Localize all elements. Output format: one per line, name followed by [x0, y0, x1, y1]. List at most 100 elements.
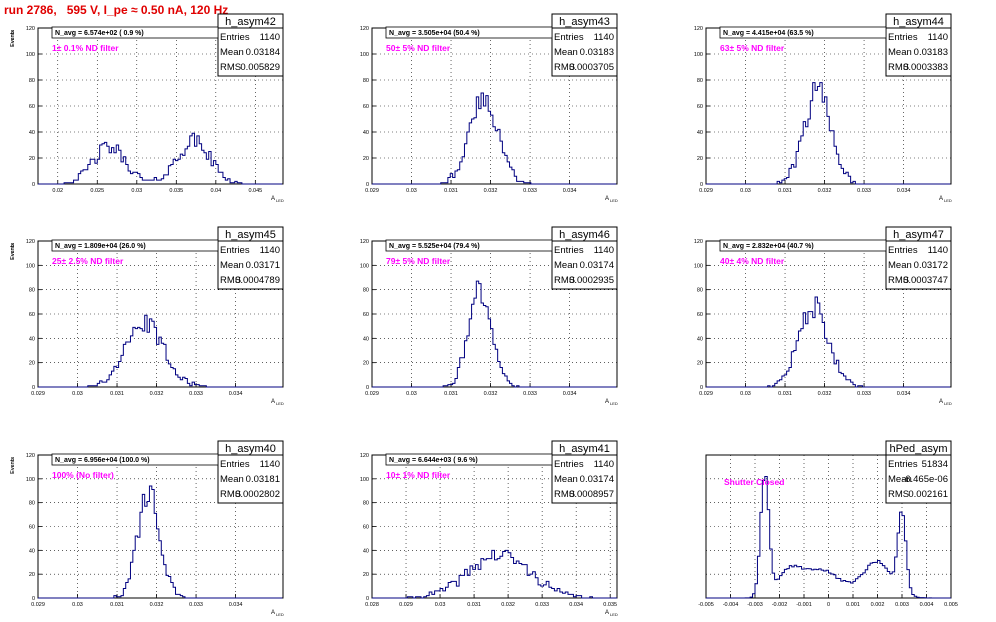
navg-label: N_avg = 3.505e+04 (50.4 %) [389, 30, 480, 37]
stats-label-mean: Mean [888, 260, 912, 271]
stats-label-entries: Entries [220, 459, 250, 470]
y-axis-title: Events [10, 457, 16, 474]
histogram-title: h_asym44 [893, 16, 944, 28]
stats-value-mean: 0.03184 [246, 47, 280, 58]
navg-label: N_avg = 6.574e+02 ( 0.9 %) [55, 30, 144, 37]
y-tick-label: 20 [363, 156, 369, 162]
navg-box [51, 26, 219, 39]
y-axis-title: Events [10, 243, 16, 260]
stats-label-mean: Mean [220, 474, 244, 485]
x-tick-label: 0.04 [210, 188, 221, 194]
x-tick-label: 0.033 [857, 188, 871, 194]
x-axis-title: A [939, 196, 943, 202]
stats-value-entries: 1140 [260, 245, 280, 256]
stats-label-entries: Entries [220, 245, 250, 256]
histogram-series [372, 92, 617, 185]
histogram-series [38, 485, 283, 599]
x-tick-label: 0.025 [90, 188, 104, 194]
y-tick-label: 80 [697, 78, 703, 84]
histogram-title: h_asym47 [893, 229, 944, 241]
histogram-series [706, 82, 951, 185]
filter-annotation: 40± 4% ND filter [720, 256, 785, 266]
x-tick-label: 0.033 [523, 391, 537, 397]
y-tick-label: 120 [26, 453, 35, 459]
stats-label-rms: RMS [554, 489, 575, 500]
x-tick-label: 0.034 [569, 602, 583, 608]
y-tick-label: 0 [700, 385, 703, 391]
histogram-panel-h_asym41: 0.028 0.029 0.03 0.031 0.032 0.033 0.034 0.035 0… [10, 440, 618, 617]
stats-box [217, 240, 284, 290]
y-tick-label: 80 [29, 78, 35, 84]
x-tick-label: 0.029 [31, 602, 45, 608]
stats-label-entries: Entries [888, 459, 918, 470]
filter-annotation: Shutter Closed [724, 477, 784, 487]
histogram-title: h_asym40 [225, 443, 276, 455]
y-tick-label: 20 [697, 361, 703, 367]
stats-value-entries: 1140 [260, 459, 280, 470]
navg-box [51, 239, 219, 252]
y-tick-label: 0 [366, 596, 369, 602]
y-tick-label: 120 [360, 239, 369, 245]
x-tick-label: 0.03 [72, 391, 83, 397]
x-tick-label: 0.029 [365, 188, 379, 194]
x-tick-label: -0.001 [796, 602, 812, 608]
x-tick-label: 0.029 [399, 602, 413, 608]
x-tick-label: 0.028 [365, 602, 379, 608]
x-tick-label: 0.003 [895, 602, 909, 608]
histogram-panel-hPed_asym: -0.005 -0.004 -0.003 -0.002 -0.001 0 0.001 0.00… [698, 440, 958, 608]
histogram-panel-h_asym40: 0.029 0.03 0.031 0.032 0.033 0.034 0 20 40 60 80 10… [10, 440, 284, 617]
x-tick-label: 0.034 [897, 391, 911, 397]
navg-box [719, 26, 887, 39]
x-axis-title: A [271, 399, 275, 405]
y-tick-label: 120 [360, 26, 369, 32]
x-axis-subscript: LED [276, 401, 284, 406]
x-tick-label: 0.03 [740, 188, 751, 194]
stats-label-mean: Mean [554, 47, 578, 58]
navg-label: N_avg = 2.832e+04 (40.7 %) [723, 243, 814, 250]
x-tick-label: 0.032 [818, 391, 832, 397]
stats-box [885, 27, 952, 77]
stats-box [885, 240, 952, 290]
x-tick-label: -0.003 [747, 602, 763, 608]
x-tick-label: 0.034 [229, 602, 243, 608]
histogram-title: h_asym41 [559, 443, 610, 455]
stats-value-rms: 0.0003383 [903, 62, 948, 73]
x-tick-label: 0.032 [484, 188, 498, 194]
x-tick-label: 0.033 [189, 391, 203, 397]
y-tick-label: 80 [29, 288, 35, 294]
y-tick-label: 40 [29, 336, 35, 342]
stats-value-mean: 0.03172 [914, 260, 948, 271]
x-axis-subscript: LED [944, 198, 952, 203]
x-tick-label: 0.029 [365, 391, 379, 397]
stats-box [551, 27, 618, 77]
stats-label-mean: Mean [220, 47, 244, 58]
y-tick-label: 60 [697, 312, 703, 318]
y-tick-label: 20 [29, 572, 35, 578]
y-tick-label: 60 [29, 525, 35, 531]
y-tick-label: 100 [26, 52, 35, 58]
x-tick-label: 0.034 [563, 188, 577, 194]
x-tick-label: 0.034 [897, 188, 911, 194]
x-tick-label: 0.03 [72, 602, 83, 608]
x-tick-label: 0.032 [484, 391, 498, 397]
x-tick-label: 0.032 [150, 602, 164, 608]
y-tick-label: 60 [363, 104, 369, 110]
stats-value-rms: 0.0002935 [569, 275, 614, 286]
y-tick-label: 40 [697, 336, 703, 342]
x-tick-label: 0.033 [523, 188, 537, 194]
y-tick-label: 100 [26, 477, 35, 483]
stats-value-mean: 0.03171 [246, 260, 280, 271]
y-tick-label: 0 [366, 385, 369, 391]
navg-box [385, 453, 553, 466]
stats-value-mean: 0.03174 [580, 260, 614, 271]
histogram-title: h_asym46 [559, 229, 610, 241]
y-tick-label: 40 [29, 548, 35, 554]
x-tick-label: 0.034 [563, 391, 577, 397]
y-tick-label: 20 [697, 156, 703, 162]
stats-label-entries: Entries [554, 245, 584, 256]
x-axis-subscript: LED [610, 401, 618, 406]
x-axis-title: A [271, 610, 275, 616]
histogram-series [38, 314, 283, 388]
filter-annotation: 50± 5% ND filter [386, 43, 451, 53]
